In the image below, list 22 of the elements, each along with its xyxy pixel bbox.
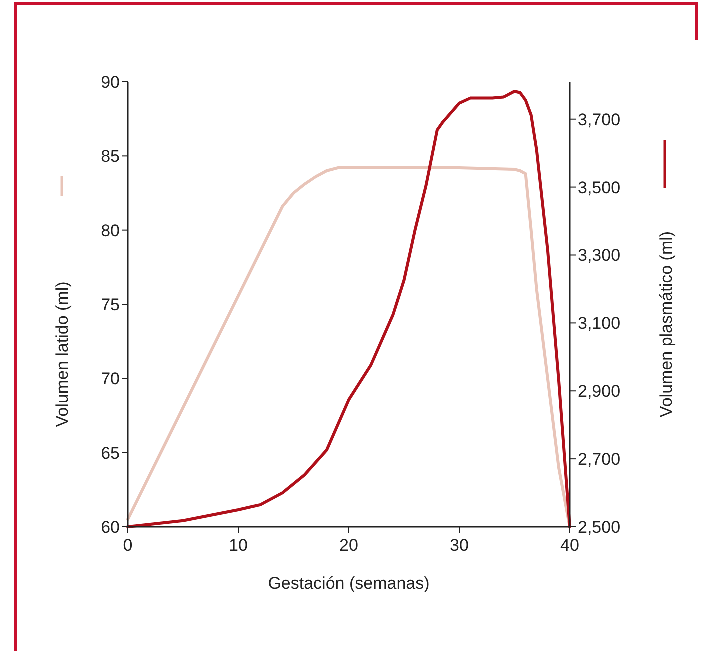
- y2-axis-title: Volumen plasmático (ml): [657, 231, 676, 418]
- y-tick-label: 90: [101, 73, 120, 92]
- y-axis-title: Volumen latido (ml): [53, 282, 72, 428]
- y2-tick-label: 3,500: [578, 178, 621, 198]
- y2-tick-label: 2,500: [578, 518, 621, 537]
- x-tick-label: 20: [340, 536, 358, 555]
- y-tick-label: 80: [101, 221, 120, 240]
- y2-tick-label: 3,300: [578, 246, 621, 266]
- y-tick-label: 75: [101, 296, 120, 314]
- x-tick-label: 40: [560, 536, 580, 555]
- x-axis-title: Gestación (semanas): [268, 574, 430, 593]
- y2-tick-label: 2,700: [578, 450, 621, 470]
- y2-tick-label: 3,100: [578, 314, 621, 334]
- y-tick-label: 85: [101, 147, 120, 166]
- y-tick-label: 70: [101, 370, 120, 389]
- x-tick-label: 30: [450, 536, 469, 555]
- x-tick-label: 0: [123, 536, 133, 555]
- y-tick-label: 65: [101, 444, 120, 463]
- y2-tick-label: 3,700: [578, 110, 621, 130]
- x-tick-label: 10: [229, 536, 248, 555]
- y-tick-label: 60: [101, 518, 120, 537]
- y2-tick-label: 2,900: [578, 382, 621, 402]
